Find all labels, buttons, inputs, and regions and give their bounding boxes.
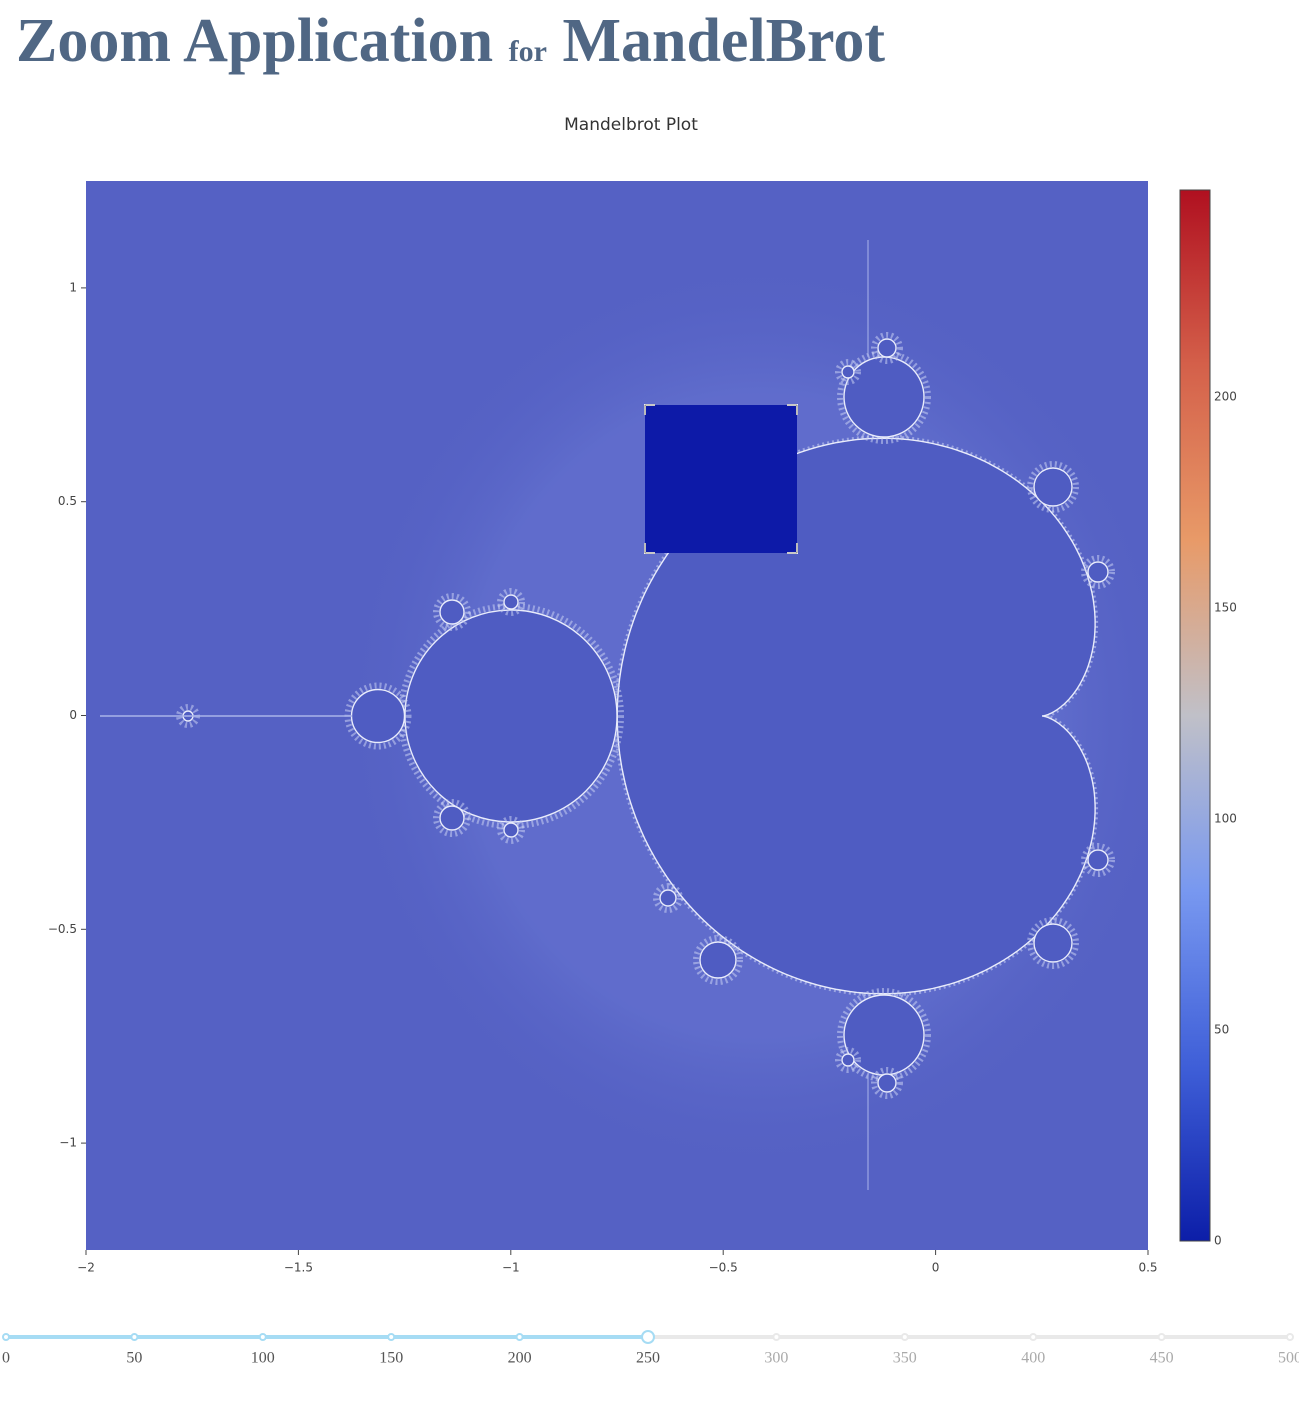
fractal-bulb (841, 365, 855, 379)
fractal-bulb-edge (871, 1067, 903, 1099)
fractal-bulb (350, 688, 406, 744)
zoom-selection[interactable] (645, 405, 797, 553)
fractal-bulb (1033, 923, 1073, 963)
fractal-bulb (404, 609, 618, 823)
title-small: for (508, 35, 547, 68)
fractal-bulb-edge (835, 1047, 861, 1073)
slider-mark[interactable] (387, 1333, 396, 1341)
slider-mark[interactable] (900, 1333, 909, 1341)
fractal-bulb (503, 594, 519, 610)
fractal-bulb-edge (837, 350, 931, 444)
slider-mark[interactable] (2, 1333, 10, 1341)
fractal-bulb-edge (653, 883, 683, 913)
slider-mark-label[interactable]: 350 (893, 1350, 917, 1367)
slider-mark[interactable] (258, 1333, 267, 1341)
fractal-bulb (877, 338, 897, 358)
fractal-bulb (439, 599, 465, 625)
colorbar-tick-label: 200 (1214, 389, 1237, 403)
x-tick-label: 0 (932, 1261, 940, 1275)
slider-mark[interactable] (130, 1333, 139, 1341)
fractal-bulb-edge (433, 593, 471, 631)
y-tick-label: 0.5 (58, 494, 77, 508)
fractal-bulb-edge (497, 588, 525, 616)
slider-mark[interactable] (1286, 1333, 1294, 1341)
colorbar-tick-label: 0 (1214, 1234, 1222, 1248)
fractal-bulb (699, 941, 737, 979)
slider-mark-label[interactable]: 450 (1150, 1350, 1174, 1367)
fractal-bulb (843, 356, 925, 438)
x-tick-label: −1.5 (284, 1261, 313, 1275)
slider-mark-label[interactable]: 50 (126, 1350, 142, 1367)
fractal-bulb-edge (433, 799, 471, 837)
y-tick-label: −0.5 (48, 922, 77, 936)
slider-mark-label[interactable]: 0 (2, 1350, 10, 1367)
fractal-bulb (503, 822, 519, 838)
x-tick-label: −2 (77, 1261, 95, 1275)
fractal-bulb (1033, 467, 1073, 507)
slider-mark[interactable] (1029, 1333, 1038, 1341)
x-tick-label: 0.5 (1138, 1261, 1157, 1275)
colorbar-tick-label: 150 (1214, 600, 1237, 614)
x-tick-label: −1 (502, 1261, 520, 1275)
fractal-bulb (843, 994, 925, 1076)
fractal-bulb (659, 889, 677, 907)
slider-mark-label[interactable]: 150 (379, 1350, 403, 1367)
slider-mark[interactable] (772, 1333, 781, 1341)
colorbar-tick-label: 100 (1214, 811, 1237, 825)
colorbar-tick-label: 50 (1214, 1022, 1229, 1036)
fractal-bulb-edge (497, 816, 525, 844)
fractal-bulb-edge (1027, 461, 1079, 513)
slider-mark-label[interactable]: 500 (1278, 1350, 1299, 1367)
title-end: MandelBrot (562, 7, 886, 75)
slider-mark[interactable] (1157, 1333, 1166, 1341)
fractal-bulb-edge (1027, 917, 1079, 969)
fractal-bulb-edge (837, 988, 931, 1082)
y-tick-label: 0 (69, 708, 77, 722)
fractal-bulb (1087, 849, 1109, 871)
slider-mark-label[interactable]: 400 (1021, 1350, 1045, 1367)
fractal-bulb (1087, 561, 1109, 583)
y-tick-label: −1 (59, 1136, 77, 1150)
fractal-bulb-edge (1081, 843, 1115, 877)
zoom-selection-outline (644, 404, 798, 554)
slider-handle[interactable] (641, 1330, 655, 1344)
fractal-bulb-edge (693, 935, 743, 985)
slider-mark-label[interactable]: 200 (508, 1350, 532, 1367)
slider-mark-label[interactable]: 250 (636, 1350, 660, 1367)
fractal-bulb (877, 1073, 897, 1093)
fractal-bulb (841, 1053, 855, 1067)
fractal-bulb-edge (1081, 555, 1115, 589)
slider-mark[interactable] (515, 1333, 524, 1341)
fractal-bulb-edge (871, 332, 903, 364)
plot-title: Mandelbrot Plot (564, 115, 698, 135)
heatmap-image[interactable] (86, 181, 1180, 1250)
page-title: Zoom Application for MandelBrot (16, 6, 885, 77)
x-tick-label: −0.5 (709, 1261, 738, 1275)
colorbar (1179, 189, 1211, 1242)
slider-mark-label[interactable]: 100 (251, 1350, 275, 1367)
title-main: Zoom Application (16, 7, 494, 75)
fractal-bulb-edge (835, 359, 861, 385)
y-tick-label: 1 (69, 280, 77, 294)
slider-mark-label[interactable]: 300 (764, 1350, 788, 1367)
fractal-bulb (439, 805, 465, 831)
